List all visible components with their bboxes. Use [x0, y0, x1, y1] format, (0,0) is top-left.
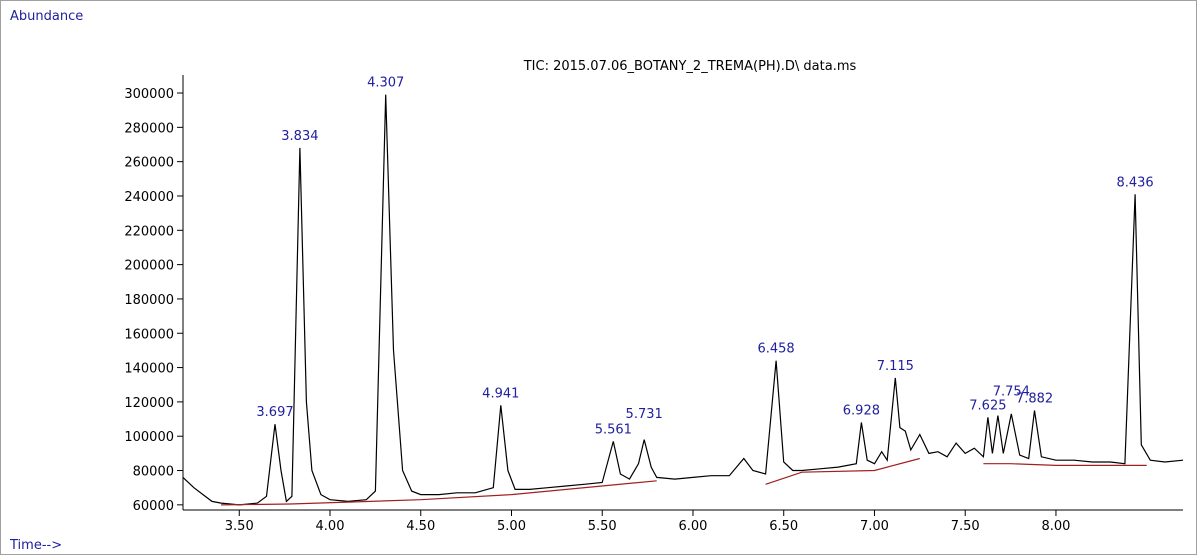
peak-label: 7.115 [877, 359, 914, 374]
peak-label: 3.697 [256, 405, 293, 420]
peak-label: 7.882 [1016, 391, 1053, 406]
peak-label: 7.754 [993, 385, 1030, 400]
y-tick-label: 160000 [124, 327, 174, 342]
x-axis-title: Time--> [9, 538, 62, 553]
peak-label: 4.307 [367, 76, 404, 91]
x-tick-label: 4.00 [316, 519, 345, 534]
y-tick-label: 80000 [133, 465, 174, 480]
peak-label: 3.834 [281, 129, 318, 144]
y-tick-label: 200000 [124, 259, 174, 274]
peak-label: 5.731 [626, 407, 663, 422]
x-tick-label: 6.00 [679, 519, 708, 534]
trace [182, 94, 1184, 506]
y-tick-label: 260000 [124, 156, 174, 171]
y-tick-label: 180000 [124, 293, 174, 308]
peak-label: 6.928 [843, 403, 880, 418]
y-tick-label: 120000 [124, 396, 174, 411]
y-axis-title: Abundance [10, 9, 83, 24]
x-tick-label: 6.50 [769, 519, 798, 534]
y-tick-label: 280000 [124, 121, 174, 136]
baseline [221, 457, 1147, 506]
peak-label: 8.436 [1116, 175, 1153, 190]
y-tick-label: 100000 [124, 430, 174, 445]
peak-label: 6.458 [757, 342, 794, 357]
x-tick-label: 5.00 [497, 519, 526, 534]
y-tick-label: 240000 [124, 190, 174, 205]
peak-label: 5.561 [595, 422, 632, 437]
x-tick-label: 4.50 [406, 519, 435, 534]
x-tick-label: 7.00 [860, 519, 889, 534]
x-tick-label: 8.00 [1041, 519, 1070, 534]
x-tick-label: 7.50 [951, 519, 980, 534]
y-tick-label: 60000 [133, 499, 174, 514]
x-tick-label: 3.50 [225, 519, 254, 534]
y-tick-label: 140000 [124, 362, 174, 377]
x-tick-label: 5.50 [588, 519, 617, 534]
peak-label: 4.941 [482, 386, 519, 401]
chart-title: TIC: 2015.07.06_BOTANY_2_TREMA(PH).D\ da… [523, 59, 857, 74]
y-tick-label: 300000 [124, 87, 174, 102]
peak-label: 7.625 [969, 398, 1006, 413]
y-tick-label: 220000 [124, 224, 174, 239]
